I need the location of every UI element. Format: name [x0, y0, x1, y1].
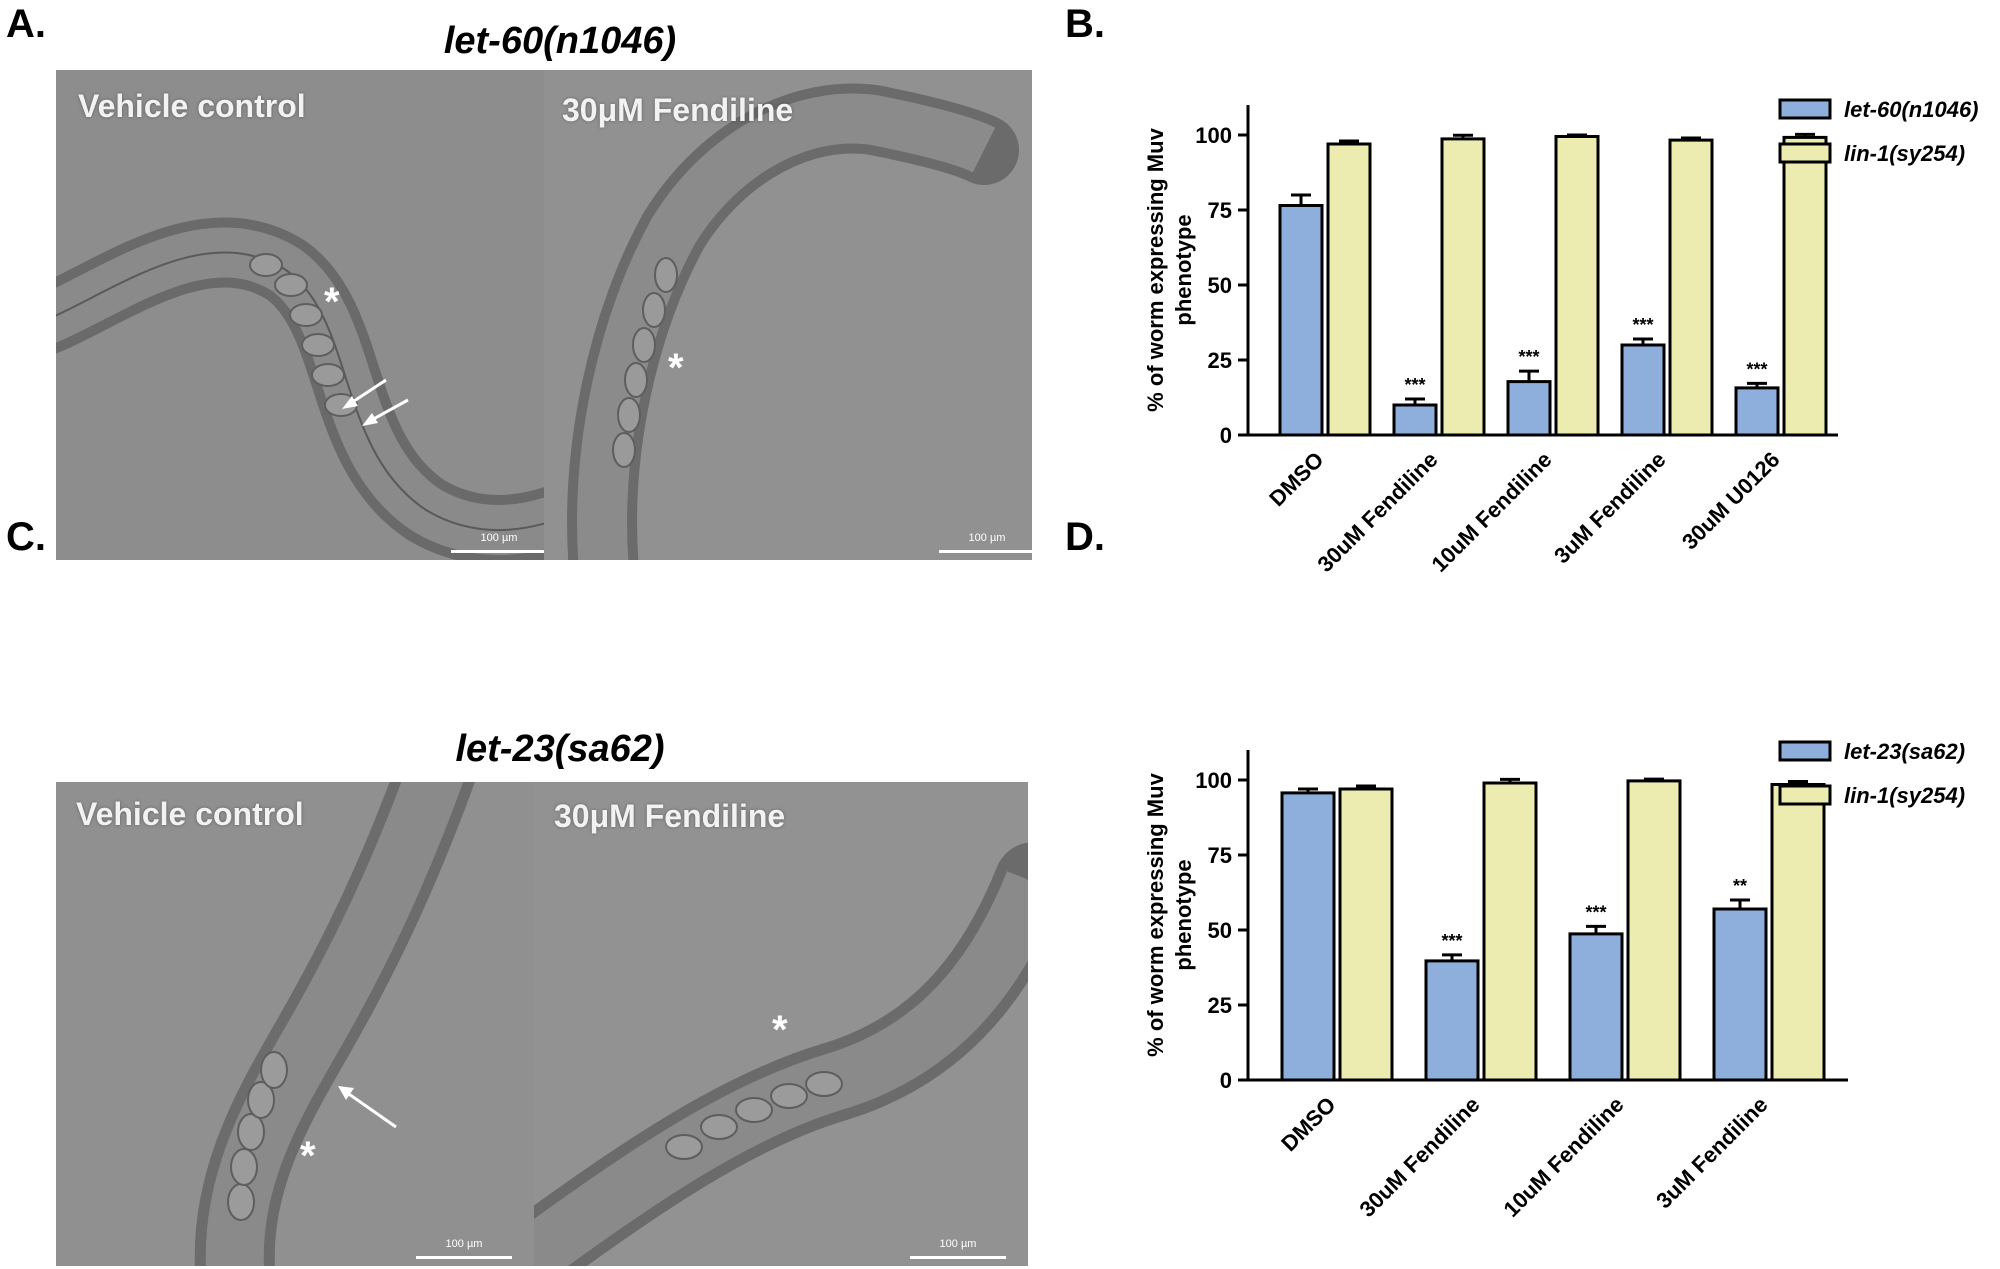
legend-label: let-60(n1046) [1844, 97, 1979, 122]
bar [1326, 142, 1372, 437]
y-tick-label: 25 [1208, 993, 1232, 1018]
panel-c-right-image: 30μM Fendiline * 100 µm [534, 782, 1028, 1266]
asterisk-marker: * [772, 1008, 788, 1052]
bar [1782, 135, 1828, 437]
y-axis-label-line: % of worm expressing Muv [1143, 127, 1168, 411]
significance-label: ** [1733, 876, 1747, 896]
bar [1278, 204, 1324, 437]
y-tick-label: 0 [1220, 1068, 1232, 1093]
bar [1440, 137, 1486, 437]
bar [1620, 343, 1666, 437]
legend-label: let-23(sa62) [1844, 739, 1965, 764]
bar [1554, 135, 1600, 437]
significance-label: *** [1518, 347, 1539, 367]
arrow-icon [342, 378, 409, 426]
legend-swatch [1778, 740, 1832, 762]
panel-label-d: D. [1065, 515, 1105, 559]
y-tick-label: 50 [1208, 918, 1232, 943]
bar [1734, 386, 1780, 437]
legend-label: lin-1(sy254) [1844, 783, 1965, 808]
significance-label: *** [1632, 315, 1653, 335]
panel-a-title: let-60(n1046) [443, 20, 677, 62]
bar [1506, 380, 1552, 437]
y-axis-label: % of worm expressing Muv phenotype [1143, 127, 1196, 411]
y-tick-label: 0 [1220, 423, 1232, 448]
bar [1668, 138, 1714, 437]
legend-swatch [1778, 142, 1832, 164]
asterisk-marker: * [324, 280, 340, 324]
vehicle-control-label: Vehicle control [78, 88, 306, 124]
legend-label: lin-1(sy254) [1844, 141, 1965, 166]
asterisk-marker: * [300, 1134, 316, 1178]
significance-label: *** [1585, 902, 1606, 922]
y-tick-label: 75 [1208, 198, 1232, 223]
x-tick-label: 10uM Fendiline [1498, 1092, 1628, 1222]
x-tick-label: DMSO [1264, 447, 1328, 511]
y-tick-label: 100 [1195, 768, 1232, 793]
x-tick-label: DMSO [1276, 1092, 1340, 1156]
y-axis-label-line: % of worm expressing Muv [1143, 772, 1168, 1056]
worm-illustration [56, 70, 544, 560]
panel-label-b: B. [1065, 2, 1105, 46]
bar [1280, 791, 1336, 1082]
scale-bar: 100 µm [451, 532, 544, 553]
panel-c-title: let-23(sa62) [455, 728, 665, 770]
bar [1482, 781, 1538, 1082]
panel-a-left-image: Vehicle control * 100 µm [56, 70, 544, 560]
bar [1392, 403, 1438, 437]
worm-illustration [56, 782, 534, 1266]
panel-label-a: A. [6, 2, 46, 46]
bar [1568, 932, 1624, 1082]
x-tick-label: 30uM Fendiline [1312, 447, 1442, 577]
y-tick-label: 25 [1208, 348, 1232, 373]
fendiline-label: 30μM Fendiline [554, 798, 786, 834]
worm-illustration [534, 782, 1028, 1266]
bar [1338, 787, 1394, 1082]
y-tick-label: 50 [1208, 273, 1232, 298]
significance-label: *** [1404, 375, 1425, 395]
scale-bar: 100 µm [416, 1238, 512, 1259]
significance-label: *** [1746, 359, 1767, 379]
arrow-icon [338, 1086, 354, 1100]
panel-label-c: C. [6, 515, 46, 559]
vehicle-control-label: Vehicle control [76, 796, 304, 832]
x-tick-label: 30uM U0126 [1677, 447, 1785, 555]
x-tick-label: 3uM Fendiline [1651, 1092, 1772, 1213]
x-tick-label: 3uM Fendiline [1549, 447, 1670, 568]
y-axis-label: % of worm expressing Muv phenotype [1143, 772, 1196, 1056]
x-tick-label: 30uM Fendiline [1354, 1092, 1484, 1222]
bar [1712, 907, 1768, 1082]
bar [1626, 779, 1682, 1082]
significance-label: *** [1441, 931, 1462, 951]
y-axis-label-line: phenotype [1171, 214, 1196, 325]
x-tick-label: 10uM Fendiline [1426, 447, 1556, 577]
bar [1424, 959, 1480, 1082]
panel-c-left-image: Vehicle control * 100 µm [56, 782, 534, 1266]
fendiline-label: 30μM Fendiline [562, 92, 794, 128]
y-axis-label-line: phenotype [1171, 859, 1196, 970]
y-tick-label: 100 [1195, 123, 1232, 148]
bar [1770, 783, 1826, 1082]
legend-swatch [1778, 784, 1832, 806]
scale-bar: 100 µm [910, 1238, 1006, 1259]
asterisk-marker: * [668, 346, 684, 390]
y-tick-label: 75 [1208, 843, 1232, 868]
legend-swatch [1778, 98, 1832, 120]
worm-illustration [544, 70, 1032, 560]
panel-a-right-image: 30μM Fendiline * 100 µm [544, 70, 1032, 560]
scale-bar: 100 µm [939, 532, 1032, 553]
